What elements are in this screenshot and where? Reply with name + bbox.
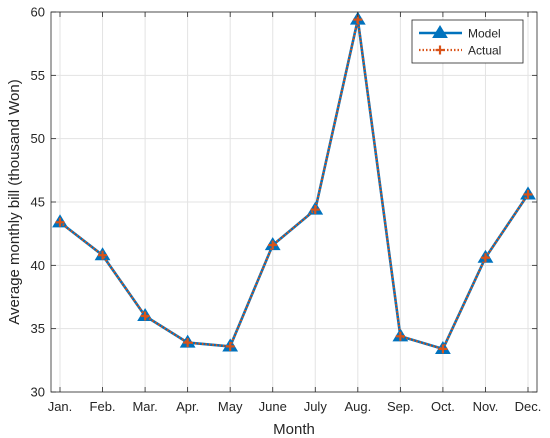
legend-label-actual: Actual xyxy=(468,44,501,58)
legend-marker-model xyxy=(432,25,448,39)
data-point-actual xyxy=(55,217,65,227)
x-tick-label: Sep. xyxy=(387,399,414,414)
x-tick-labels: Jan. Feb. Mar. Apr. May June July Aug. Sep. Oct. N… xyxy=(48,399,542,414)
x-tick-label: Aug. xyxy=(344,399,371,414)
data-point-actual xyxy=(98,250,108,260)
x-tick-label: Feb. xyxy=(90,399,116,414)
y-tick-label: 35 xyxy=(31,321,45,336)
data-point-actual xyxy=(395,331,405,341)
x-tick-label: Mar. xyxy=(132,399,157,414)
x-tick-label: May xyxy=(218,399,243,414)
x-tick-label: June xyxy=(259,399,287,414)
data-point-actual xyxy=(310,205,320,215)
axis-ticks xyxy=(51,11,537,393)
series-actual xyxy=(55,15,533,354)
data-point-actual xyxy=(225,341,235,351)
legend: Model Actual xyxy=(411,19,524,64)
data-point-actual xyxy=(480,253,490,263)
y-tick-label: 60 xyxy=(31,5,45,20)
y-axis-label: Average monthly bill (thousand Won) xyxy=(6,79,23,324)
y-tick-label: 50 xyxy=(31,131,45,146)
series-layer xyxy=(52,11,536,354)
legend-marker-actual xyxy=(435,45,445,55)
x-tick-label: Oct. xyxy=(431,399,455,414)
y-tick-labels: 30 35 40 45 50 55 60 xyxy=(31,5,45,400)
data-point-actual xyxy=(140,311,150,321)
data-point-actual xyxy=(438,344,448,354)
y-tick-label: 40 xyxy=(31,258,45,273)
data-point-actual xyxy=(183,338,193,348)
x-tick-label: July xyxy=(304,399,328,414)
x-tick-label: Nov. xyxy=(473,399,499,414)
legend-box xyxy=(411,19,524,64)
data-point-actual xyxy=(268,240,278,250)
y-tick-label: 55 xyxy=(31,68,45,83)
x-tick-label: Apr. xyxy=(176,399,199,414)
x-tick-label: Dec. xyxy=(515,399,542,414)
x-tick-label: Jan. xyxy=(48,399,73,414)
y-tick-label: 45 xyxy=(31,195,45,210)
x-axis-label: Month xyxy=(273,421,315,438)
legend-label-model: Model xyxy=(468,27,501,41)
data-point-actual xyxy=(523,189,533,199)
series-line-actual xyxy=(59,18,529,351)
y-tick-label: 30 xyxy=(31,385,45,400)
